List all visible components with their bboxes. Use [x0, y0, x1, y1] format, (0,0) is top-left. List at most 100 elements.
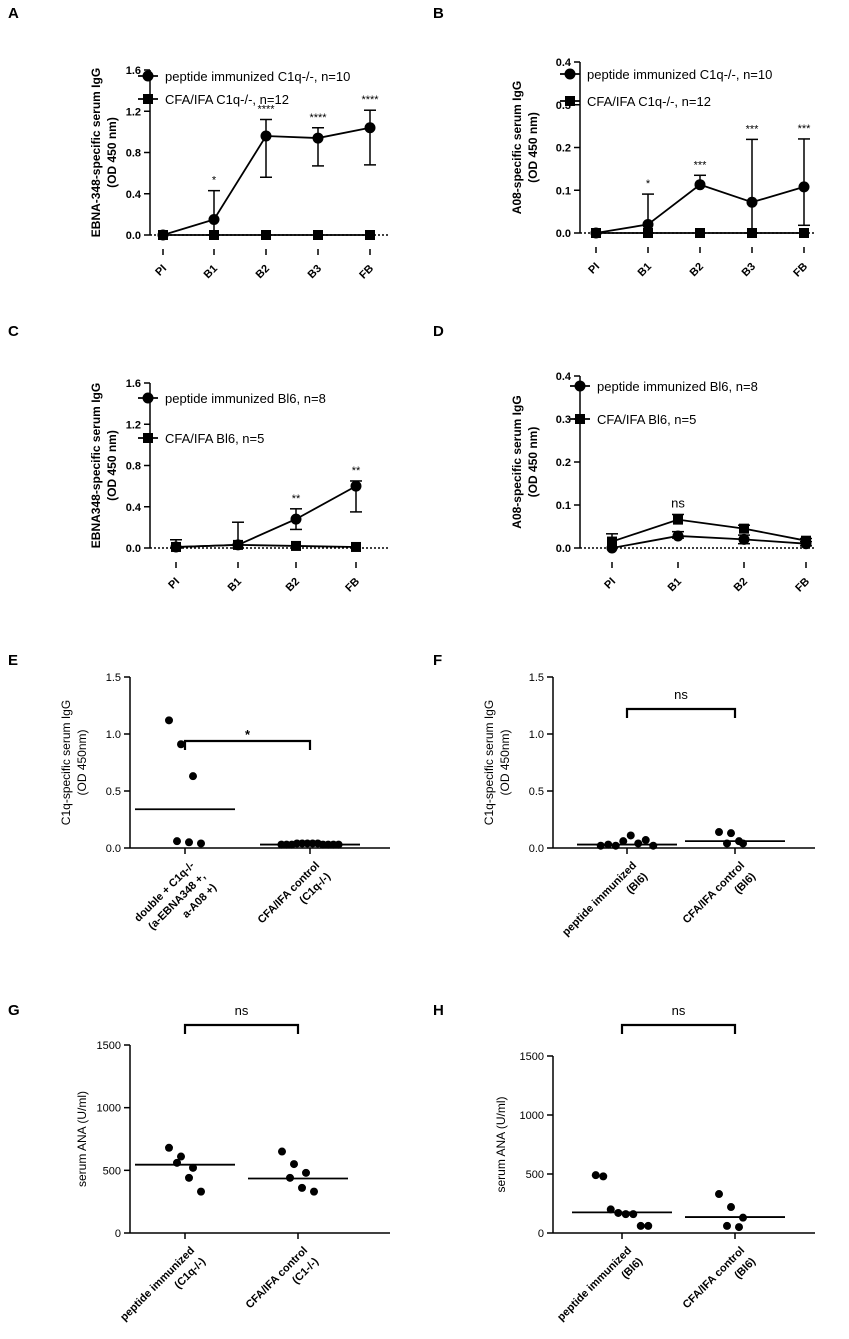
data-point [629, 1210, 638, 1219]
y-tick-label: 0.0 [556, 543, 571, 555]
x-tick-label: PI [602, 576, 618, 592]
y-tick-label: 1.2 [126, 106, 141, 118]
y-tick-label: 1000 [97, 1103, 121, 1115]
data-point [173, 837, 181, 846]
y-axis-label: (OD 450nm) [498, 729, 512, 795]
data-point [173, 1158, 181, 1167]
panel-c: C EBNA348-specific serum IgG (OD 450 nm) 0.… [8, 323, 390, 594]
legend-label: CFA/IFA C1q-/-, n=12 [165, 92, 289, 107]
x-tick-label: B2 [732, 576, 750, 594]
comparison-label: ns [235, 1003, 249, 1018]
x-tick-label: B1 [666, 576, 684, 594]
x-tick-label: FB [357, 263, 376, 282]
y-axis-label: A08-specific serum IgG [510, 81, 524, 214]
significance-marker: ** [352, 465, 361, 477]
y-axis-label: (OD 450 nm) [105, 117, 119, 188]
group-1 [260, 839, 360, 849]
series-line [175, 485, 357, 548]
data-point [233, 539, 243, 550]
data-point [165, 716, 173, 725]
y-tick-label: 0.2 [556, 143, 571, 155]
series-line [175, 544, 357, 548]
series-line [595, 183, 805, 234]
y-tick-label: 0.0 [106, 843, 121, 855]
data-point [350, 480, 362, 492]
x-tick-label: B2 [284, 576, 302, 594]
series-peptide [590, 138, 810, 239]
group-0 [572, 1171, 672, 1230]
data-point [364, 122, 376, 134]
data-point [727, 829, 735, 838]
panel-letter: C [8, 323, 19, 340]
y-tick-label: 1.2 [126, 419, 141, 431]
data-point [351, 541, 361, 552]
data-point [799, 228, 809, 238]
panel-a: A EBNA-348-specific serum IgG (OD 450 nm) 0… [8, 5, 390, 281]
data-point [185, 1173, 193, 1182]
x-tick-label: B1 [636, 261, 654, 279]
x-tick-label: peptide immunized [560, 860, 639, 939]
x-tick-label: PI [166, 576, 182, 592]
y-tick-label: 500 [103, 1165, 121, 1177]
y-tick-label: 0.8 [126, 148, 141, 160]
group-1 [685, 1190, 785, 1232]
data-point [189, 772, 197, 781]
data-point [642, 218, 654, 230]
data-point [606, 1205, 615, 1214]
y-axis-label: (OD 450 nm) [526, 427, 540, 498]
panel-letter: B [433, 5, 444, 22]
y-axis-label: C1q-specific serum IgG [482, 700, 496, 825]
panel-e: E C1q-specific serum IgG (OD 450nm) 0.0 0.5 1… [8, 652, 390, 933]
data-point [197, 839, 205, 848]
data-point [636, 1221, 645, 1230]
legend-marker [565, 96, 575, 106]
y-tick-label: 0.0 [529, 843, 544, 855]
x-tick-label: B1 [202, 263, 220, 281]
data-point [591, 1171, 600, 1180]
comparison-bracket [183, 1023, 300, 1034]
y-axis-label: EBNA348-specific serum IgG [89, 383, 103, 548]
panel-letter: A [8, 5, 19, 22]
panel-letter: F [433, 652, 442, 669]
x-tick-label: B1 [226, 576, 244, 594]
significance-marker: ** [292, 493, 301, 505]
y-axis-label: serum ANA (U/ml) [494, 1096, 508, 1192]
comparison-label: ns [672, 1003, 686, 1018]
data-point [313, 230, 323, 240]
data-point [197, 1187, 205, 1196]
data-point [621, 1210, 630, 1219]
data-point [599, 1172, 608, 1181]
panel-letter: H [433, 1002, 444, 1019]
significance-marker: * [212, 175, 217, 187]
panel-letter: G [8, 1002, 20, 1019]
data-point [310, 1187, 318, 1196]
series-cfa-ifa [606, 513, 812, 547]
data-point [312, 132, 324, 144]
legend-label: peptide immunized C1q-/-, n=10 [587, 67, 772, 82]
y-tick-label: 1.0 [529, 729, 544, 741]
data-point [278, 1147, 286, 1156]
data-point [746, 196, 758, 208]
data-point [739, 523, 749, 534]
y-tick-label: 0.0 [126, 230, 141, 242]
data-point [290, 1160, 298, 1169]
legend-marker [575, 414, 585, 424]
y-axis-label: serum ANA (U/ml) [75, 1091, 89, 1187]
y-tick-label: 0 [115, 1228, 121, 1240]
y-tick-label: 1.0 [106, 729, 121, 741]
x-tick-label: FB [793, 576, 812, 595]
data-point [694, 179, 706, 191]
data-point [801, 535, 811, 546]
legend-label: peptide immunized C1q-/-, n=10 [165, 69, 350, 84]
comparison-label: ns [674, 687, 688, 702]
y-tick-label: 1500 [97, 1040, 121, 1052]
significance-marker: **** [309, 112, 327, 124]
legend-marker [574, 380, 586, 392]
legend-marker [143, 433, 153, 443]
data-point [171, 541, 181, 552]
data-point [641, 836, 650, 845]
legend-label: CFA/IFA Bl6, n=5 [597, 412, 696, 427]
data-point [738, 533, 750, 545]
